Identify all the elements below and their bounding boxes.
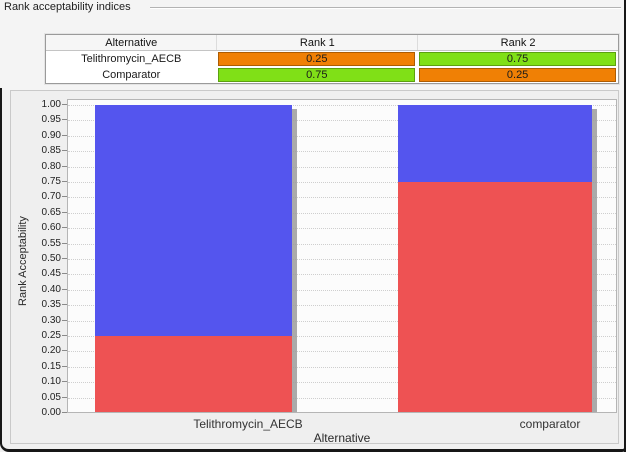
bar-segment-rank1 xyxy=(398,182,592,412)
alternative-name: Telithromycin_AECB xyxy=(81,53,182,65)
y-tick-mark xyxy=(62,119,67,121)
table-row: Telithromycin_AECB 0.25 0.75 xyxy=(46,51,618,67)
gridline xyxy=(68,382,616,384)
y-tick-label: 0.60 xyxy=(41,222,61,234)
column-header-rank1: Rank 1 xyxy=(216,35,417,50)
gridline xyxy=(68,135,616,137)
y-tick-mark xyxy=(62,196,67,198)
rank-value-cell: 0.25 xyxy=(417,67,618,83)
y-tick-label: 0.55 xyxy=(41,237,61,249)
table-body: Telithromycin_AECB 0.25 0.75 Comparator 0.75… xyxy=(46,51,618,83)
bar-shadow xyxy=(592,109,597,412)
column-header-alternative: Alternative xyxy=(105,36,158,49)
gridline xyxy=(68,166,616,168)
gridline xyxy=(68,289,616,291)
x-axis-title: Alternative xyxy=(313,431,371,445)
gridline xyxy=(68,351,616,353)
bars-layer xyxy=(68,105,616,412)
gridline xyxy=(68,366,616,368)
y-tick-label: 0.80 xyxy=(41,160,61,172)
y-tick-mark xyxy=(62,288,67,290)
gridline xyxy=(68,259,616,260)
y-tick-label: 0.15 xyxy=(41,360,61,372)
y-tick-label: 0.25 xyxy=(41,330,61,341)
y-tick-mark xyxy=(62,412,67,413)
y-tick-label: 0.30 xyxy=(41,314,61,326)
alternative-name: Comparator xyxy=(102,69,161,81)
category-label: comparator xyxy=(519,417,581,431)
y-tick-label: 0.75 xyxy=(41,176,61,187)
rank-value-chip: 0.75 xyxy=(218,68,416,82)
y-tick-mark xyxy=(62,211,67,213)
y-tick-mark xyxy=(62,381,67,383)
gridline xyxy=(68,212,616,214)
stacked-bar-comparator xyxy=(398,105,592,412)
y-tick-mark xyxy=(62,134,67,136)
y-tick-label: 0.20 xyxy=(41,345,61,357)
bar-segment-rank2 xyxy=(95,105,292,336)
y-tick-label: 0.05 xyxy=(41,391,61,403)
bar-segment-rank2 xyxy=(398,105,592,182)
gridline xyxy=(68,397,616,399)
gridline xyxy=(68,197,616,199)
groupbox-title: Rank acceptability indices xyxy=(4,1,131,13)
y-tick-mark xyxy=(62,242,67,244)
y-tick-mark xyxy=(62,273,67,275)
gridline xyxy=(68,182,616,183)
y-tick-label: 0.00 xyxy=(41,407,61,418)
rank-value-chip: 0.75 xyxy=(419,52,616,66)
rank-value-cell: 0.25 xyxy=(216,51,417,67)
y-tick-mark xyxy=(62,319,67,321)
y-tick-label: 0.40 xyxy=(41,283,61,295)
window-border-right xyxy=(624,0,626,452)
y-tick-label: 0.45 xyxy=(41,268,61,280)
gridline xyxy=(68,105,616,106)
gridline xyxy=(68,243,616,245)
y-tick-label: 0.65 xyxy=(41,206,61,218)
rank-value-chip: 0.25 xyxy=(419,68,616,82)
y-tick-label: 0.85 xyxy=(41,145,61,157)
rank-indices-table: Alternative Rank 1 Rank 2 Telithromycin_… xyxy=(45,34,619,84)
rank-value-cell: 0.75 xyxy=(417,51,618,67)
category-label: Telithromycin_AECB xyxy=(193,417,303,431)
plot-area xyxy=(67,99,617,413)
y-tick-label: 0.70 xyxy=(41,191,61,203)
y-tick-label: 1.00 xyxy=(41,99,61,110)
gridline xyxy=(68,336,616,337)
rank-value-cell: 0.75 xyxy=(216,67,417,83)
y-tick-mark xyxy=(62,227,67,229)
bar-segment-rank1 xyxy=(95,336,292,412)
stacked-bar-Telithromycin_AECB xyxy=(95,105,292,412)
y-tick-mark xyxy=(62,150,67,152)
y-tick-label: 0.35 xyxy=(41,299,61,311)
window-border-left xyxy=(0,88,2,444)
y-tick-label: 0.95 xyxy=(41,114,61,126)
gridline xyxy=(68,320,616,322)
table-header-row: Alternative Rank 1 Rank 2 xyxy=(46,35,618,51)
y-tick-mark xyxy=(62,350,67,352)
gridline xyxy=(68,305,616,307)
y-tick-mark xyxy=(62,365,67,367)
y-tick-mark xyxy=(62,304,67,306)
y-tick-mark xyxy=(62,396,67,398)
y-tick-mark xyxy=(62,258,67,259)
y-tick-mark xyxy=(62,104,67,105)
groupbox-divider xyxy=(150,7,621,9)
column-header-rank2: Rank 2 xyxy=(417,35,618,50)
y-tick-mark xyxy=(62,181,67,182)
rank-acceptability-chart: Rank Acceptability 1.00 0.95 0.90 0.85 0.80 0… xyxy=(10,90,619,445)
table-row: Comparator 0.75 0.25 xyxy=(46,67,618,83)
bar-shadow xyxy=(292,109,297,412)
y-tick-mark xyxy=(62,335,67,336)
y-tick-label: 0.50 xyxy=(41,253,61,264)
y-tick-label: 0.10 xyxy=(41,376,61,388)
gridline xyxy=(68,151,616,153)
rank-value-chip: 0.25 xyxy=(218,52,416,66)
y-tick-label: 0.90 xyxy=(41,129,61,141)
gridline xyxy=(68,228,616,230)
gridline xyxy=(68,274,616,276)
y-tick-mark xyxy=(62,165,67,167)
gridline xyxy=(68,120,616,122)
